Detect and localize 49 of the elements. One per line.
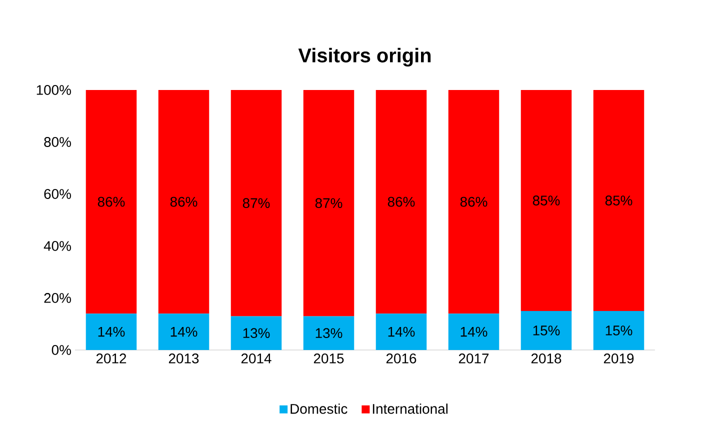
bar — [158, 90, 210, 314]
data-label: 86% — [98, 196, 125, 207]
legend-label: Domestic — [290, 404, 348, 414]
bar — [520, 311, 572, 350]
y-tick-label: 100% — [36, 85, 71, 95]
x-tick-label: 2015 — [314, 354, 344, 364]
bar — [376, 314, 427, 350]
data-label: 14% — [388, 326, 415, 337]
y-tick-label: 60% — [44, 189, 71, 199]
data-label: 85% — [532, 196, 560, 206]
y-tick-label: 80% — [44, 137, 71, 147]
bar — [448, 90, 500, 314]
bar — [86, 90, 137, 314]
legend-label: International — [372, 404, 448, 414]
bar — [230, 316, 282, 350]
x-tick-label: 2013 — [168, 354, 199, 364]
bar — [448, 314, 500, 350]
bar — [593, 90, 644, 311]
data-label: 86% — [170, 196, 198, 207]
x-tick-label: 2018 — [531, 354, 562, 364]
x-tick-label: 2016 — [386, 354, 416, 364]
bar — [230, 90, 282, 316]
x-tick-label: 2017 — [458, 354, 489, 364]
data-label: 87% — [242, 198, 270, 208]
x-tick-label: 2012 — [96, 354, 126, 364]
y-tick-label: 20% — [44, 293, 71, 303]
y-tick-label: 0% — [52, 345, 71, 355]
bar — [376, 90, 427, 314]
chart-title: Visitors origin — [298, 48, 431, 66]
bar — [520, 90, 572, 311]
x-tick-label: 2014 — [241, 354, 272, 364]
bar — [86, 314, 137, 350]
bar — [303, 316, 354, 350]
data-label: 86% — [388, 196, 415, 207]
data-label: 85% — [605, 196, 632, 206]
data-label: 13% — [243, 328, 270, 338]
bar — [303, 90, 354, 316]
data-label: 87% — [315, 198, 342, 208]
data-label: 15% — [606, 326, 632, 336]
data-label: 14% — [170, 326, 198, 337]
data-label: 15% — [533, 326, 560, 336]
bar — [593, 311, 644, 350]
data-label: 14% — [98, 326, 125, 337]
data-label: 13% — [316, 328, 342, 338]
data-label: 86% — [460, 196, 488, 207]
data-label: 14% — [460, 326, 488, 337]
x-tick-label: 2019 — [604, 354, 634, 364]
y-tick-label: 40% — [44, 241, 71, 251]
bar — [158, 314, 210, 350]
